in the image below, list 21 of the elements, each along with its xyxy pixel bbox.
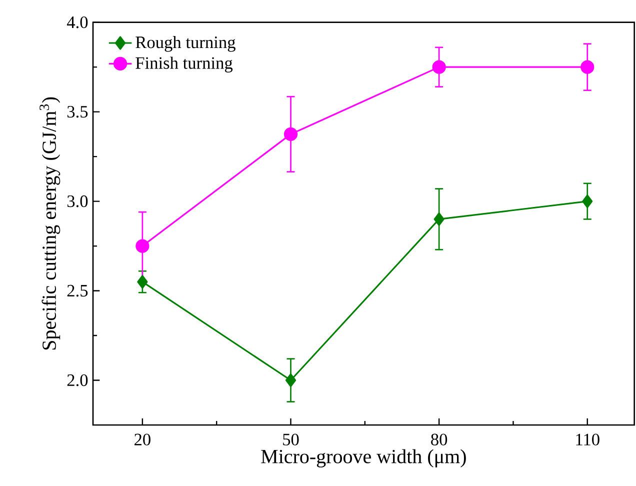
y-tick-label: 2.0 xyxy=(67,374,88,386)
y-tick-label: 2.5 xyxy=(67,284,88,297)
x-tick-label: 110 xyxy=(576,434,600,446)
point xyxy=(434,212,444,226)
point xyxy=(137,275,148,289)
legend-label: Finish turning xyxy=(136,56,233,72)
point xyxy=(582,194,593,208)
x-axis-title: Micro-groove width (μm) xyxy=(261,449,466,468)
point xyxy=(136,239,150,253)
legend-label: Rough turning xyxy=(136,36,236,52)
y-axis-title: Specific cutting energy (GJ/m$^{3}$) xyxy=(40,97,60,350)
point xyxy=(580,60,594,74)
x-tick-label: 50 xyxy=(283,434,299,446)
x-tick-label: 20 xyxy=(134,434,150,446)
y-tick-label: 4.0 xyxy=(66,16,88,28)
point xyxy=(432,60,446,74)
y-tick-label: 3.5 xyxy=(67,106,88,118)
point xyxy=(285,373,296,388)
y-tick-label: 3.0 xyxy=(67,195,88,208)
point xyxy=(284,127,298,141)
x-tick-label: 80 xyxy=(431,434,448,446)
